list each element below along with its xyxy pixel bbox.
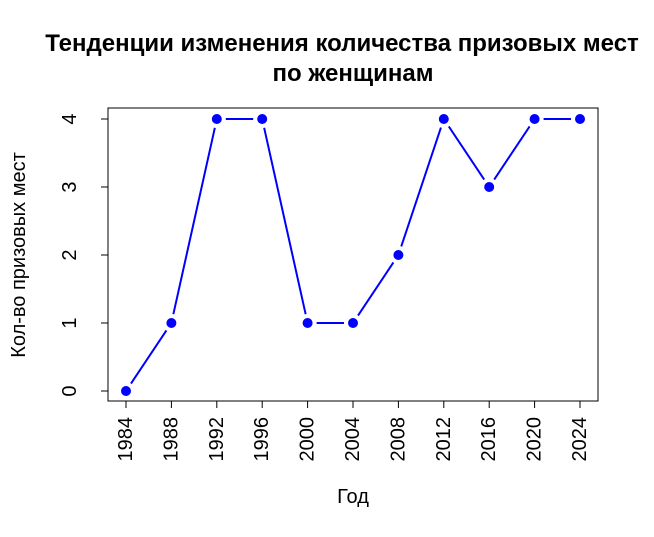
data-point — [348, 318, 358, 328]
data-point — [484, 182, 495, 192]
series-line-segment — [400, 127, 442, 247]
x-tick-label: 2024 — [569, 417, 591, 462]
y-tick-label: 2 — [59, 249, 81, 260]
x-tick-label: 2008 — [387, 417, 409, 462]
data-point — [166, 318, 177, 328]
y-axis: 0 1 2 3 4 — [59, 113, 109, 397]
x-tick-label: 1992 — [206, 417, 228, 462]
series-line-segment — [357, 261, 395, 317]
data-point — [529, 114, 540, 124]
y-tick-label: 3 — [59, 181, 81, 192]
data-point — [393, 250, 404, 260]
series-line-segment — [172, 127, 216, 315]
y-tick-label: 4 — [59, 113, 81, 124]
plot-area-frame — [107, 107, 599, 402]
series-line-segment — [263, 127, 307, 315]
x-tick-label: 1984 — [115, 417, 137, 462]
x-tick-label: 1996 — [251, 417, 273, 462]
data-point — [121, 386, 131, 396]
y-tick-label: 0 — [59, 385, 81, 396]
chart-title-line-2: по женщинам — [273, 60, 434, 87]
x-axis: 1984 1988 1992 1996 2000 2004 2008 2012 2016 2020… — [115, 400, 591, 462]
x-tick-label: 2016 — [478, 417, 500, 462]
y-tick-label: 1 — [59, 317, 81, 328]
x-tick-label: 2004 — [342, 417, 364, 462]
x-axis-title: Год — [337, 486, 369, 508]
series-line-segment — [493, 125, 531, 181]
series-layer — [121, 114, 585, 396]
x-tick-label: 2020 — [524, 417, 546, 462]
x-tick-label: 2000 — [297, 417, 319, 462]
data-point — [211, 114, 222, 124]
data-point — [438, 114, 449, 124]
series-line-segment — [447, 125, 486, 181]
y-axis-title: Кол-во призовых мест — [8, 152, 30, 358]
x-tick-label: 2012 — [433, 417, 455, 462]
data-point — [257, 114, 268, 124]
x-tick-label: 1988 — [160, 417, 182, 462]
series-line-segment — [130, 329, 168, 385]
data-point — [302, 318, 313, 328]
chart-title-line-1: Тенденции изменения количества призовых … — [45, 30, 639, 57]
data-point — [575, 114, 585, 124]
